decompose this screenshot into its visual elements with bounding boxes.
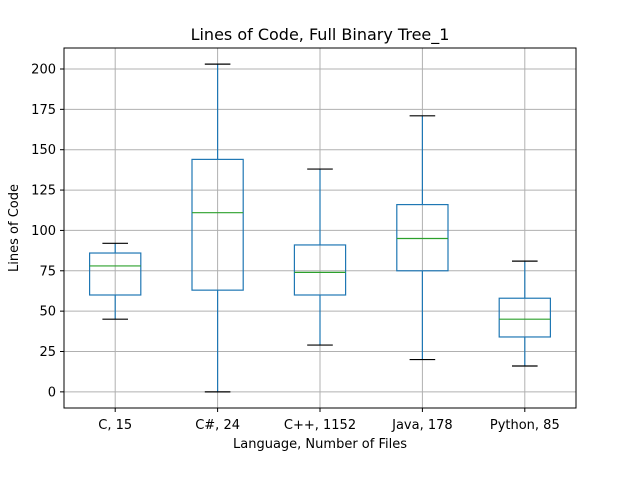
x-tick-label: Python, 85 (490, 418, 560, 433)
y-tick-label: 0 (48, 385, 56, 400)
y-tick-label: 125 (31, 184, 56, 199)
x-tick-label: C++, 1152 (284, 418, 356, 433)
x-tick-label: C#, 24 (195, 418, 240, 433)
y-tick-label: 50 (39, 305, 56, 320)
box-group (293, 168, 347, 346)
iqr-box (293, 244, 347, 296)
y-tick-label: 150 (31, 143, 56, 158)
box-group (88, 242, 142, 320)
box-layer (88, 63, 552, 393)
box-group (498, 260, 552, 367)
iqr-box (498, 297, 552, 338)
iqr-box (88, 252, 142, 296)
y-tick-label: 200 (31, 62, 56, 77)
x-tick-label: C, 15 (98, 418, 132, 433)
chart-title: Lines of Code, Full Binary Tree_1 (191, 25, 450, 45)
y-axis-label: Lines of Code (7, 184, 22, 272)
iqr-box (191, 158, 244, 291)
y-tick-label: 75 (39, 264, 56, 279)
y-tick-label: 175 (31, 103, 56, 118)
iqr-box (396, 203, 449, 272)
x-axis-label: Language, Number of Files (233, 437, 407, 452)
y-tick-label: 25 (39, 345, 56, 360)
box-group (396, 115, 449, 361)
box-group (191, 63, 244, 393)
x-tick-label: Java, 178 (391, 418, 453, 433)
tick-layer: 0 25 50 75 100 125 150 175 200 C, 15 C#, 24 C++, 11… (31, 62, 560, 433)
y-tick-label: 100 (31, 224, 56, 239)
